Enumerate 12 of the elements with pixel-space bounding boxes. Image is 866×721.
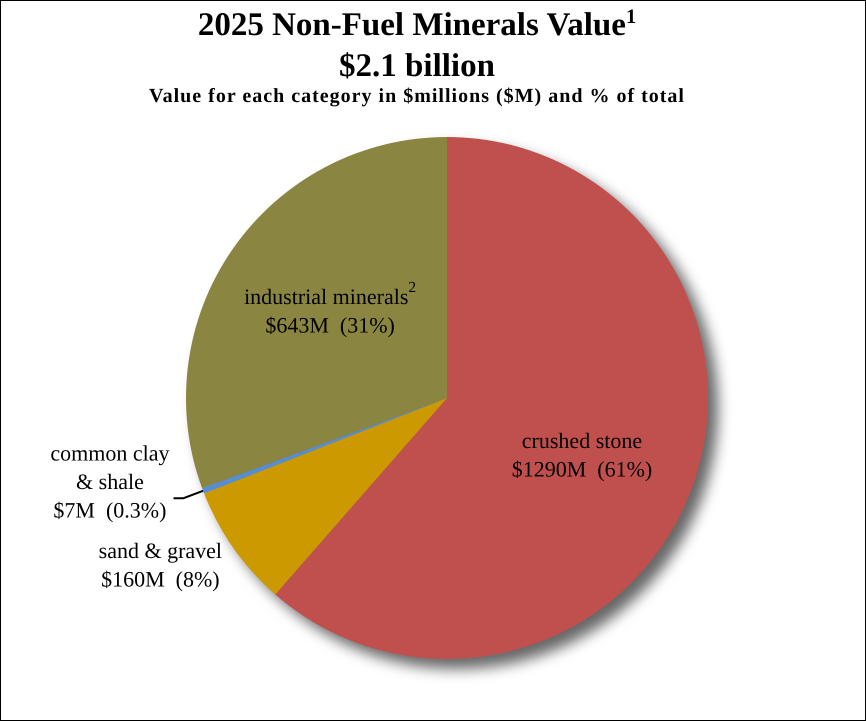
pie-slice: [202, 398, 447, 494]
slice-label: sand & gravel: [98, 538, 222, 563]
chart-title: 2025 Non-Fuel Minerals Value$^{1}$ $2.1 billion: [198, 6, 636, 84]
slice-label: common clay & shale: [50, 440, 170, 494]
data-label: $160M (8%): [101, 566, 220, 592]
pie-slice: [186, 137, 447, 488]
data-label: $7M (0.3%): [53, 496, 166, 522]
slice-label: crushed stone: [522, 427, 642, 452]
data-label: $1290M (61%): [512, 456, 652, 481]
chart-subtitle: Value for each category in $millions ($M) and % of total: [148, 84, 686, 108]
slice-label: industrial minerals$^{2}$: [244, 279, 416, 309]
data-label: $643M (31%): [265, 312, 395, 338]
